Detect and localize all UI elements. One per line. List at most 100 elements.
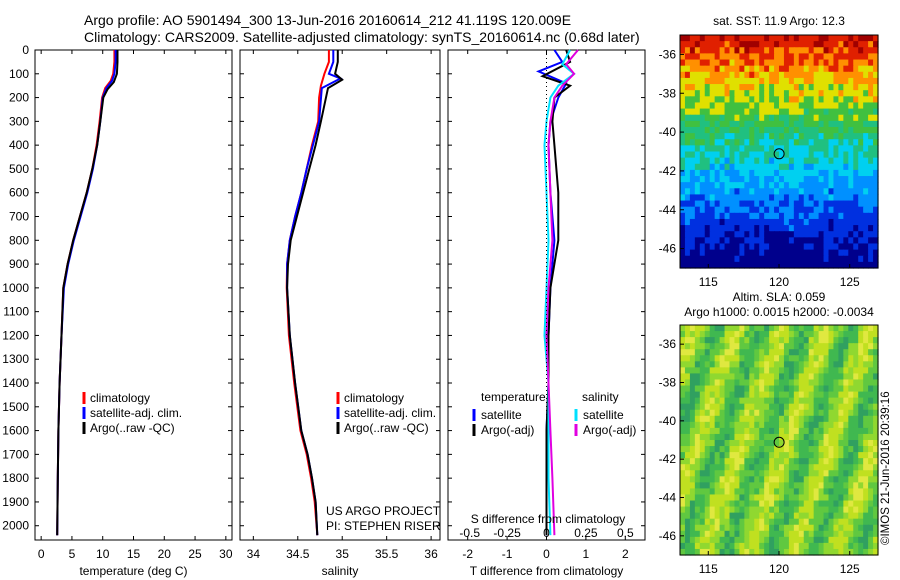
y-tick-label: -40 [659,414,677,428]
y-tick-label: 1300 [2,352,29,366]
y-tick-label: -46 [659,529,677,543]
y-tick-label: -36 [659,337,677,351]
legend-label: Argo(..raw -QC) [344,421,429,435]
y-tick-label: 1100 [3,305,29,319]
legend-label: satellite-adj. clim. [344,406,436,420]
x-tick-label: 115 [699,562,718,576]
y-tick-label: 1200 [2,328,29,342]
difference-profile-series-line [545,49,579,536]
y-tick-label: 500 [9,162,29,176]
x-tick-label: 1 [583,547,590,561]
y-tick-label: 600 [9,186,29,200]
x-tick-label: 120 [769,562,789,576]
y-tick-label: 1500 [2,400,29,414]
salinity-profile-frame [239,49,441,541]
legend-label: satellite [481,408,522,422]
y-tick-label: -38 [659,376,677,390]
salinity-diff-tick-label: 0 [543,526,550,540]
legend-title-temperature: temperature [481,390,546,404]
x-tick-label: -2 [462,547,473,561]
salinity-diff-tick-label: 0.5 [617,526,634,540]
sst-map-title: sat. SST: 11.9 Argo: 12.3 [713,14,845,28]
sst-map-panel: 115 120 125 -36 -38 -40 -42 -44 -46 sat. SST: 11.… [659,14,879,289]
sla-map-title: Altim. SLA: 0.059 [733,290,826,304]
legend-label: Argo(-adj) [583,423,636,437]
y-tick-label: 1900 [2,495,29,509]
temperature-profile-series-line [56,50,116,536]
legend-label: satellite [583,408,624,422]
salinity-profile-series-line [286,50,343,536]
x-tick-label: 5 [69,547,76,561]
salinity-profile-xlabel: salinity [322,564,359,578]
temperature-profile-xlabel: temperature (deg C) [79,564,187,578]
sla-map-subtitle: Argo h1000: 0.0015 h2000: -0.0034 [684,305,874,319]
salinity-profile-series-line [285,50,330,536]
x-tick-label: 120 [769,275,789,289]
legend-label: climatology [90,391,150,405]
temperature-profile-panel: 0 5 10 15 20 25 300100200300400500600700800900… [2,43,233,578]
difference-profile-panel: -2 -1 0 1 2 T difference from climatology -0.5… [447,49,646,578]
x-tick-label: 0 [543,547,550,561]
figure-title-line2: Climatology: CARS2009. Satellite-adjuste… [84,29,640,45]
argo-float-location-marker [773,436,785,448]
x-tick-label: 125 [840,562,860,576]
y-tick-label: 800 [9,233,29,247]
x-tick-label: 115 [699,275,718,289]
x-tick-label: 30 [219,547,233,561]
y-tick-label: 1600 [2,424,29,438]
y-tick-label: 700 [9,210,29,224]
y-tick-label: 200 [9,91,29,105]
y-tick-label: -42 [659,452,677,466]
figure-title-line1: Argo profile: AO 5901494_300 13-Jun-2016… [84,12,572,28]
legend-label: Argo(-adj) [481,423,534,437]
pi-annotation: PI: STEPHEN RISER [326,519,441,533]
y-tick-label: -44 [659,491,677,505]
x-tick-label: 10 [96,547,110,561]
legend-label: satellite-adj. clim. [90,406,182,420]
salinity-profile-series-line [286,50,344,536]
sla-map-panel: 115 120 125 -36 -38 -40 -42 -44 -46 Altim. SLA: 0… [659,290,879,576]
legend-title-salinity: salinity [582,390,619,404]
argo-float-location-marker [773,148,785,160]
temperature-profile-series-line [56,50,117,536]
legend-label: Argo(..raw -QC) [90,421,175,435]
x-tick-label: 0 [38,547,45,561]
y-tick-label: 1000 [2,281,29,295]
difference-profile-series-line [540,49,573,536]
y-tick-label: 400 [9,138,29,152]
y-tick-label: -46 [659,242,677,256]
salinity-diff-axis-label: S difference from climatology [471,512,626,526]
sst-map-field [680,35,879,269]
x-tick-label: 2 [622,547,629,561]
x-tick-label: -1 [502,547,513,561]
x-tick-label: 15 [127,547,141,561]
y-tick-label: 1800 [2,471,29,485]
y-tick-label: 900 [9,257,29,271]
y-tick-label: 1400 [2,376,29,390]
x-tick-label: 25 [188,547,202,561]
x-tick-label: 35.5 [375,547,399,561]
salinity-diff-tick-label: -0.5 [459,526,480,540]
x-tick-label: 36 [424,547,438,561]
y-tick-label: -36 [659,47,677,61]
x-tick-label: 35 [336,547,350,561]
y-tick-label: 2000 [2,519,29,533]
y-tick-label: 100 [9,67,29,81]
legend-label: climatology [344,391,404,405]
salinity-diff-tick-label: 0.25 [574,526,598,540]
y-tick-label: 0 [22,43,29,57]
x-tick-label: 20 [158,547,172,561]
difference-profile-xlabel: T difference from climatology [470,564,624,578]
salinity-diff-tick-label: -0.25 [493,526,521,540]
y-tick-label: -44 [659,203,677,217]
project-annotation: US ARGO PROJECT [326,504,441,518]
y-tick-label: -38 [659,86,677,100]
y-tick-label: -40 [659,125,677,139]
y-tick-label: 1700 [2,447,29,461]
x-tick-label: 34 [247,547,261,561]
temperature-profile-frame [34,49,233,541]
sla-map-field [680,325,879,556]
y-tick-label: 300 [9,114,29,128]
salinity-profile-panel: 34 34.5 35 35.5 36 salinity climatologysatelli… [239,49,441,578]
